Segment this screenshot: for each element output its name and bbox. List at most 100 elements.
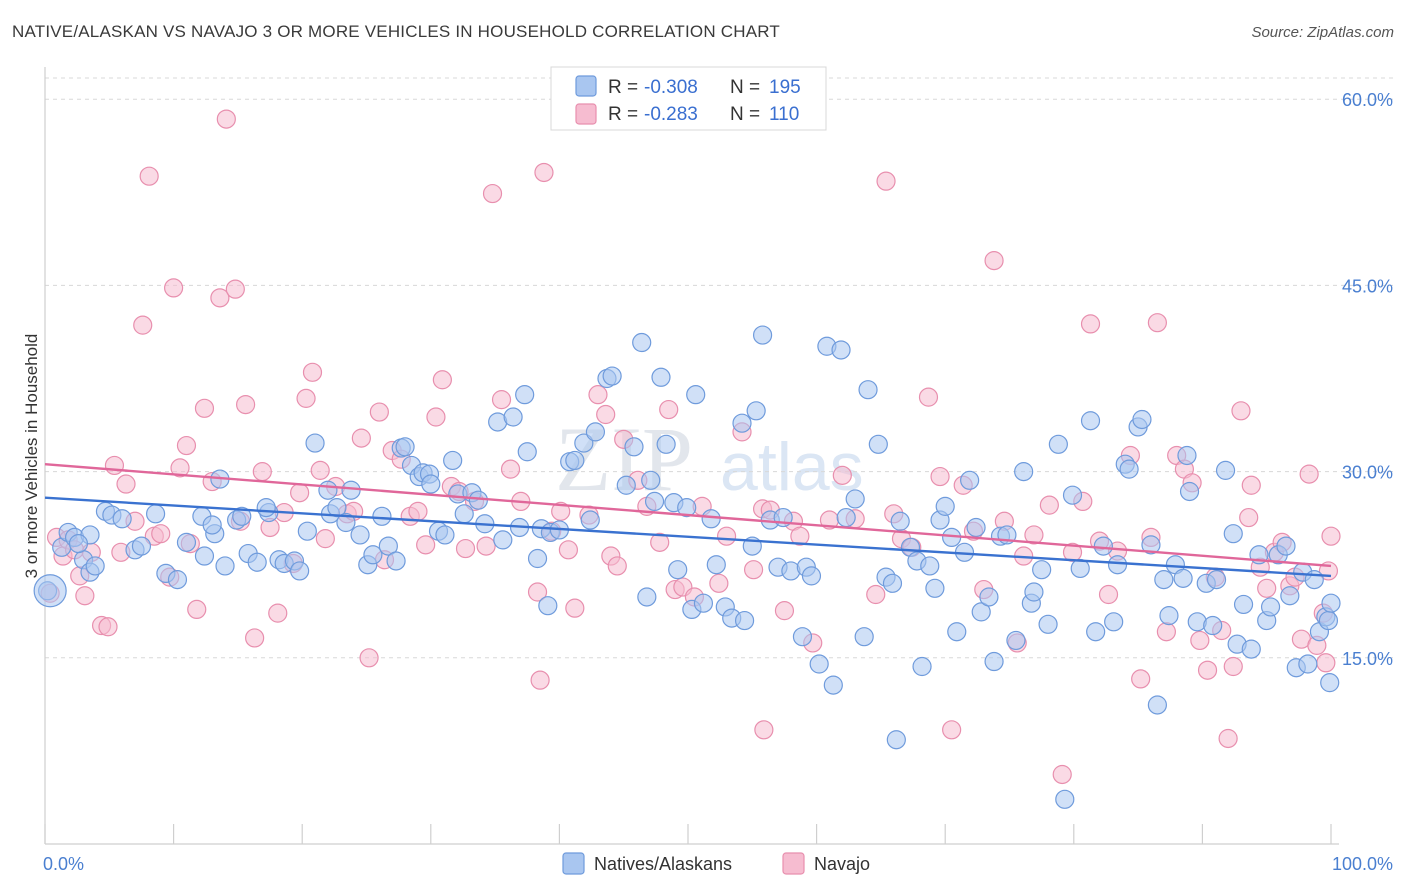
natives-point (1104, 612, 1124, 632)
natives-point (443, 450, 463, 471)
natives-point (1080, 411, 1101, 431)
natives-point (616, 475, 636, 495)
natives-point (378, 536, 398, 556)
navajo-point (476, 536, 496, 556)
natives-point (732, 413, 752, 433)
navajo-point (1197, 660, 1218, 680)
navajo-point (1098, 584, 1119, 605)
natives-point (85, 556, 105, 576)
natives-point (984, 651, 1004, 672)
legend-n-value-2: 110 (769, 104, 799, 125)
natives-point (912, 656, 932, 677)
navajo-point (832, 465, 852, 485)
navajo-point (1024, 525, 1044, 545)
natives-point (979, 587, 999, 607)
navajo-point (650, 532, 670, 552)
navajo-point (245, 628, 265, 648)
natives-point (1173, 568, 1193, 588)
navajo-point (176, 435, 197, 456)
legend-r-value-1: -0.308 (644, 77, 698, 98)
natives-point (580, 510, 600, 530)
navajo-point (75, 586, 95, 606)
navajo-point (558, 540, 579, 560)
natives-point (935, 496, 955, 516)
natives-point (858, 380, 878, 400)
natives-point (421, 474, 441, 494)
navajo-point (1223, 656, 1243, 677)
natives-point (801, 566, 822, 586)
natives-point (1260, 597, 1281, 617)
navajo-point (1316, 653, 1336, 673)
natives-point (823, 675, 843, 695)
natives-point (363, 545, 383, 565)
natives-point (1014, 462, 1034, 482)
natives-point (624, 437, 644, 457)
natives-point (656, 434, 676, 454)
bottom-legend-label-navajo: Navajo (814, 854, 870, 874)
navajo-point (866, 584, 886, 605)
navajo-point (876, 171, 896, 191)
natives-point (1024, 582, 1044, 602)
navajo-point (225, 279, 245, 299)
natives-point (565, 450, 585, 471)
natives-point (644, 491, 665, 512)
natives-point (395, 437, 415, 457)
navajo-point (236, 394, 256, 415)
navajo-point (1241, 475, 1261, 495)
navajo-point (252, 462, 272, 482)
natives-point (752, 325, 773, 345)
navajo-point (1218, 728, 1238, 749)
natives-point (493, 530, 513, 550)
natives-point (701, 509, 721, 529)
navajo-point (416, 535, 436, 555)
navajo-point (1131, 669, 1151, 689)
bottom-legend-label-natives: Natives/Alaskans (594, 854, 732, 874)
natives-point (585, 422, 606, 442)
navajo-point (984, 251, 1004, 271)
natives-point (1298, 654, 1318, 674)
bottom-legend-swatch-natives (562, 852, 585, 875)
navajo-point (290, 483, 310, 503)
natives-point (1280, 586, 1300, 606)
navajo-point (302, 362, 323, 382)
legend-n-label-1: N = (730, 77, 765, 98)
natives-point (1038, 614, 1058, 634)
navajo-point (104, 455, 125, 476)
navajo-point (1299, 464, 1319, 484)
navajo-point (709, 573, 729, 593)
navajo-point (1147, 313, 1167, 333)
legend-box (550, 66, 827, 131)
navajo-point (359, 648, 379, 668)
natives-point (515, 385, 535, 405)
natives-point (960, 470, 980, 490)
natives-point (809, 654, 829, 674)
navajo-point (1190, 630, 1210, 651)
natives-point (1141, 535, 1161, 555)
natives-point (632, 332, 652, 353)
natives-point (386, 551, 406, 571)
navajo-point (607, 556, 627, 576)
navajo-point (194, 398, 215, 418)
natives-point (256, 498, 276, 518)
navajo-point (491, 390, 512, 410)
source-label: Source: ZipAtlas.com (1251, 24, 1394, 41)
legend-row-1: R = -0.308 N = 195 (608, 77, 801, 98)
navajo-point (716, 526, 737, 546)
natives-point (966, 517, 986, 538)
natives-point (232, 506, 252, 526)
natives-point (1320, 673, 1340, 693)
navajo-point (216, 109, 236, 129)
natives-point (1154, 570, 1174, 590)
navajo-point (754, 720, 774, 740)
navajo-point (315, 529, 335, 549)
natives-point (176, 532, 197, 552)
navajo-point (918, 387, 939, 407)
natives-point (297, 521, 317, 541)
navajo-point (426, 407, 446, 427)
natives-point (574, 433, 594, 453)
navajo-point (133, 315, 153, 335)
navajo-point (187, 599, 207, 620)
axes (44, 67, 1339, 845)
natives-point (1215, 460, 1236, 480)
navajo-point (268, 603, 288, 623)
